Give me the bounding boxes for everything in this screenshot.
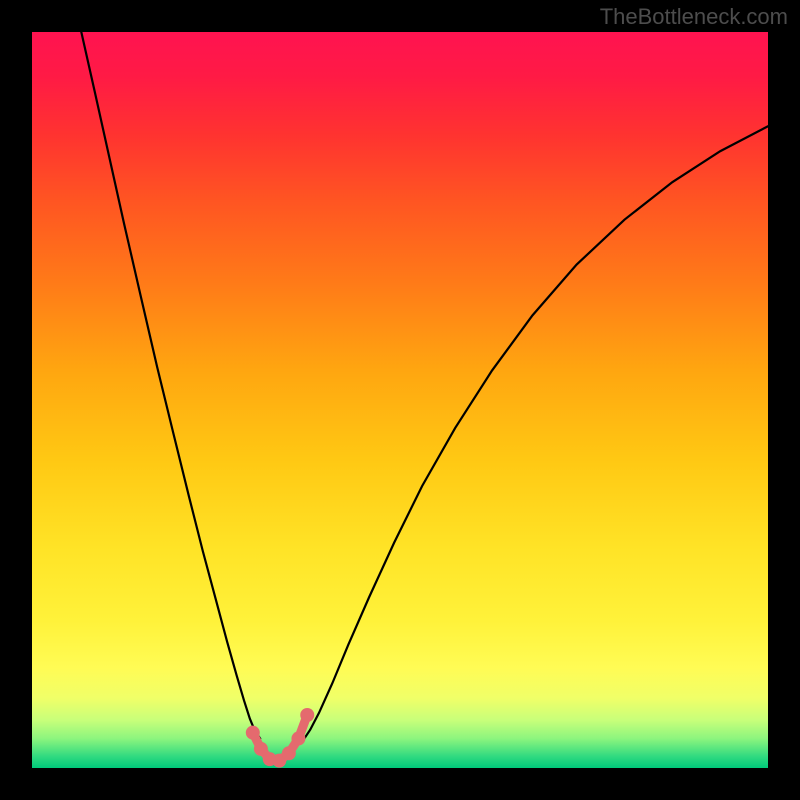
floor-trace-markers [246,708,314,768]
right-curve [304,126,768,738]
plot-area [32,32,768,768]
left-curve [81,32,260,739]
floor-trace-marker [282,746,296,760]
watermark-text: TheBottleneck.com [600,4,788,30]
floor-trace-marker [291,732,305,746]
floor-trace-marker [300,708,314,722]
floor-trace-marker [246,726,260,740]
bottleneck-curve-chart [32,32,768,768]
